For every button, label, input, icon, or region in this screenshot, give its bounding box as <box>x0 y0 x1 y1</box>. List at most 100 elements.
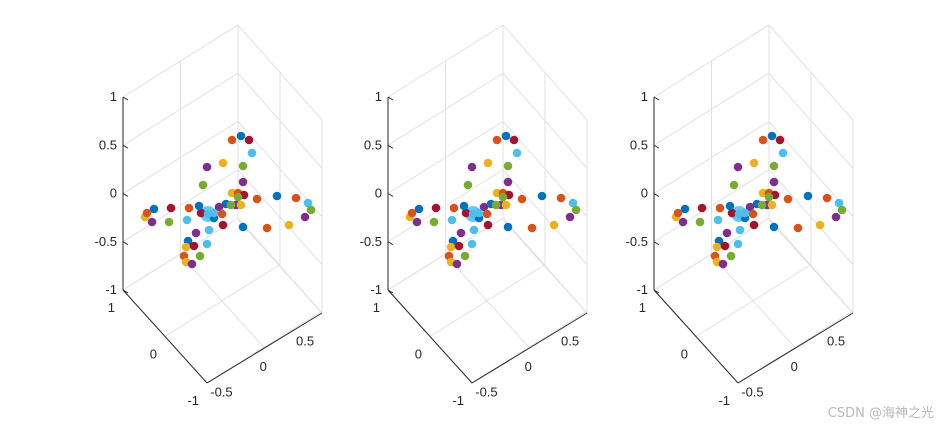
scatter-point <box>718 259 728 269</box>
scatter-point <box>412 217 422 227</box>
scatter-point <box>204 225 214 235</box>
scatter-point <box>517 194 527 204</box>
scatter-point <box>198 180 208 190</box>
z-tick-label: -1 <box>370 282 382 297</box>
scatter-point <box>479 202 489 212</box>
x-tick-label: 0 <box>150 347 157 362</box>
scatter-point <box>182 215 192 225</box>
scatter-point <box>303 198 313 208</box>
scatter-point <box>767 131 777 141</box>
z-tick-label: 0.5 <box>630 137 648 152</box>
scatter-point <box>149 204 159 214</box>
x-tick-label: -1 <box>187 393 199 408</box>
scatter-point <box>483 220 493 230</box>
x-tick-label: 1 <box>639 300 646 315</box>
scatter-point <box>815 220 825 230</box>
scatter-point <box>712 242 722 252</box>
z-tick-label: 0 <box>110 186 117 201</box>
z-tick-label: -1 <box>636 282 648 297</box>
scatter-point <box>491 200 501 210</box>
scatter-point <box>407 208 417 218</box>
scatter-point <box>196 208 206 218</box>
scatter-point <box>147 217 157 227</box>
scatter-point <box>803 191 813 201</box>
scatter-point <box>537 191 547 201</box>
scatter-point <box>429 217 439 227</box>
scatter-point <box>238 161 248 171</box>
x-tick-label: 1 <box>373 300 380 315</box>
scatter-point <box>783 194 793 204</box>
scatter-point <box>467 162 477 172</box>
z-tick-label: 1 <box>110 89 117 104</box>
scatter-point <box>837 205 847 215</box>
scatter-point <box>769 222 779 232</box>
scatter-point <box>414 204 424 214</box>
scatter-point <box>218 158 228 168</box>
scatter-point <box>775 135 785 145</box>
y-tick-label: -0.5 <box>210 385 232 400</box>
scatter-markers <box>140 131 316 269</box>
z-tick-label: -1 <box>105 282 117 297</box>
scatter-point <box>214 202 224 212</box>
scatter-point <box>729 180 739 190</box>
subplot-1: -1 -0.5 0 0.5 1 1 0 -1 -0.5 0 0.5 <box>95 24 323 408</box>
scatter-point <box>238 222 248 232</box>
scatter-point <box>713 215 723 225</box>
scatter-point <box>793 223 803 233</box>
z-tick-label: 1 <box>375 89 382 104</box>
scatter-point <box>247 148 257 158</box>
y-tick-label: -0.5 <box>741 385 763 400</box>
scatter-point <box>749 220 759 230</box>
scatter-point <box>483 158 493 168</box>
scatter-point <box>503 161 513 171</box>
scatter-markers <box>671 131 847 269</box>
axes-lines <box>653 97 854 384</box>
scatter-point <box>236 200 246 210</box>
scatter-point <box>727 208 737 218</box>
scatter-point <box>769 177 779 187</box>
scatter-point <box>734 209 744 219</box>
scatter-point <box>834 198 844 208</box>
scatter-point <box>461 208 471 218</box>
scatter-point <box>565 212 575 222</box>
scatter-point <box>191 228 201 238</box>
scatter-point <box>252 194 262 204</box>
y-tick-label: 0 <box>260 359 267 374</box>
y-tick-label: 0.5 <box>827 334 845 349</box>
scatter-point <box>503 222 513 232</box>
scatter-point <box>463 180 473 190</box>
scatter-point <box>512 148 522 158</box>
scatter-point <box>195 251 205 261</box>
x-tick-label: -1 <box>452 393 464 408</box>
scatter-point <box>203 209 213 219</box>
scatter-point <box>217 209 227 219</box>
scatter-point <box>244 135 254 145</box>
scatter-point <box>306 205 316 215</box>
scatter-point <box>202 239 212 249</box>
scatter-point <box>431 203 441 213</box>
scatter-point <box>697 203 707 213</box>
scatter-point <box>527 223 537 233</box>
x-tick-label: 0 <box>681 347 688 362</box>
y-tick-label: -0.5 <box>475 385 497 400</box>
scatter-point <box>722 228 732 238</box>
x-tick-label: -1 <box>718 393 730 408</box>
scatter-point <box>501 200 511 210</box>
scatter-point <box>456 228 466 238</box>
scatter-point <box>236 131 246 141</box>
scatter-point <box>556 193 566 203</box>
scatter-point <box>284 220 294 230</box>
z-tick-label: 0 <box>641 186 648 201</box>
scatter-point <box>757 200 767 210</box>
scatter-point <box>300 212 310 222</box>
scatter-point <box>482 209 492 219</box>
scatter-point <box>549 220 559 230</box>
scatter-point <box>571 205 581 215</box>
scatter-point <box>447 215 457 225</box>
y-tick-label: 0.5 <box>561 334 579 349</box>
scatter-point <box>501 131 511 141</box>
y-tick-label: 0 <box>791 359 798 374</box>
scatter-point <box>187 259 197 269</box>
scatter-point <box>733 239 743 249</box>
scatter-point <box>568 198 578 208</box>
